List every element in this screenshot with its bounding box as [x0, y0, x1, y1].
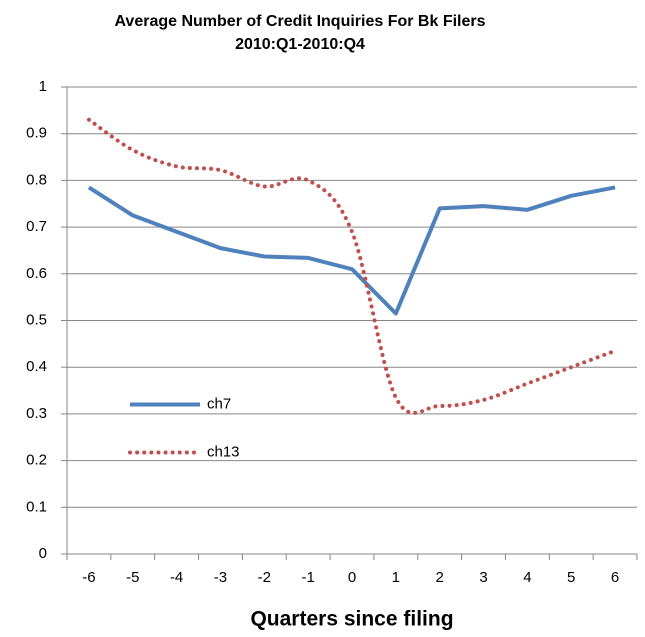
line-ch7 [87, 185, 616, 316]
y-tick-label: 0.2 [26, 452, 47, 469]
line-ch13 [86, 117, 618, 415]
y-tick-label: 0.9 [26, 125, 47, 142]
x-tick-label: 5 [567, 569, 575, 586]
legend-label: ch7 [207, 395, 231, 412]
x-tick-label: 1 [392, 569, 400, 586]
legend-label: ch13 [207, 443, 240, 460]
y-tick-label: 0.3 [26, 405, 47, 422]
x-tick-label: -3 [214, 569, 227, 586]
x-axis-label: Quarters since filing [250, 608, 453, 631]
x-tick-label: 2 [436, 569, 444, 586]
x-tick-label: -4 [170, 569, 183, 586]
chart-title: Average Number of Credit Inquiries For B… [114, 13, 485, 30]
x-tick-label: -6 [82, 569, 95, 586]
y-tick-label: 0.1 [26, 498, 47, 515]
y-tick-label: 0.5 [26, 311, 47, 328]
x-tick-label: 6 [611, 569, 619, 586]
y-tick-label: 0.6 [26, 265, 47, 282]
chart-subtitle: 2010:Q1-2010:Q4 [235, 36, 365, 53]
x-tick-label: 4 [523, 569, 531, 586]
x-tick-label: -2 [258, 569, 271, 586]
x-tick-label: 3 [479, 569, 487, 586]
x-tick-label: -1 [301, 569, 314, 586]
y-tick-label: 0 [39, 545, 47, 562]
x-tick-label: 0 [348, 569, 356, 586]
y-tick-label: 0.4 [26, 358, 47, 375]
y-tick-label: 0.8 [26, 171, 47, 188]
y-tick-label: 1 [39, 78, 47, 95]
x-tick-label: -5 [126, 569, 139, 586]
y-tick-label: 0.7 [26, 218, 47, 235]
